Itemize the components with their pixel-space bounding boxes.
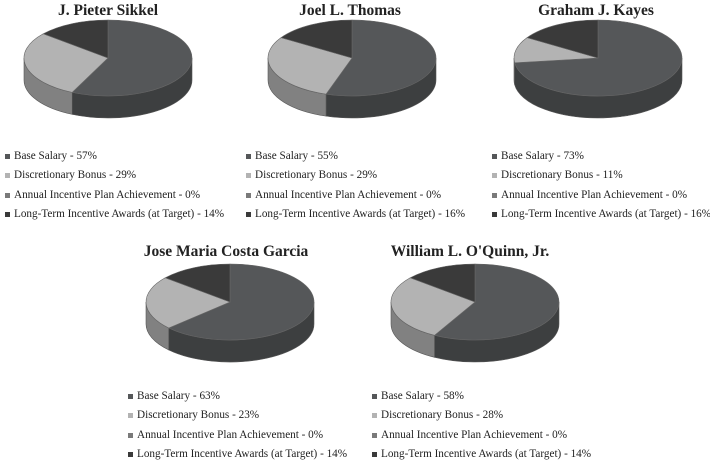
legend-label: Annual Incentive Plan Achievement - 0% <box>14 188 201 201</box>
slice-long-term <box>164 263 231 303</box>
legend-label: Discretionary Bonus - 29% <box>255 169 378 182</box>
slice-long-term <box>526 19 599 59</box>
legend-item-base-salary: Base Salary - 63% <box>128 387 347 406</box>
chart-title: Graham J. Kayes <box>538 2 654 19</box>
legend-label: Discretionary Bonus - 23% <box>137 409 260 422</box>
legend-swatch <box>128 432 133 438</box>
legend-swatch <box>128 413 133 419</box>
legend-label: Discretionary Bonus - 28% <box>381 409 504 422</box>
chart-title: Joel L. Thomas <box>299 2 401 19</box>
legend-item-annual-incentive: Annual Incentive Plan Achievement - 0% <box>128 426 347 445</box>
legend-swatch <box>372 432 377 438</box>
legend-swatch <box>5 154 10 159</box>
legend-swatch <box>5 212 10 218</box>
legend-swatch <box>492 212 497 218</box>
legend-item-base-salary: Base Salary - 57% <box>5 147 224 166</box>
chart-title: William L. O'Quinn, Jr. <box>390 243 550 260</box>
legend-item-long-term: Long-Term Incentive Awards (at Target) -… <box>5 205 224 224</box>
legend-item-discretionary-bonus: Discretionary Bonus - 28% <box>372 406 591 425</box>
legend-swatch <box>372 413 377 419</box>
chart-title: Jose Maria Costa Garcia <box>143 243 309 260</box>
legend-label: Base Salary - 58% <box>381 390 464 402</box>
legend-item-annual-incentive: Annual Incentive Plan Achievement - 0% <box>246 186 465 205</box>
pie-chart <box>390 263 560 363</box>
legend-item-long-term: Long-Term Incentive Awards (at Target) -… <box>246 205 465 224</box>
legend-swatch <box>492 154 497 159</box>
slice-discretionary-bonus <box>145 277 231 329</box>
slice-base-salary <box>433 263 560 341</box>
legend-label: Long-Term Incentive Awards (at Target) -… <box>14 208 225 221</box>
slice-discretionary-bonus <box>390 277 476 336</box>
slice-base-salary <box>168 263 315 341</box>
legend-item-discretionary-bonus: Discretionary Bonus - 23% <box>128 406 347 425</box>
legend-swatch <box>246 154 251 159</box>
legend-item-long-term: Long-Term Incentive Awards (at Target) -… <box>128 445 347 464</box>
legend-label: Annual Incentive Plan Achievement - 0% <box>501 188 688 201</box>
legend-item-long-term: Long-Term Incentive Awards (at Target) -… <box>492 205 710 224</box>
legend-swatch <box>246 192 251 198</box>
pie-chart <box>145 263 315 363</box>
legend-swatch <box>492 192 497 198</box>
chart-title: J. Pieter Sikkel <box>57 2 159 19</box>
legend-swatch <box>5 192 10 198</box>
legend-swatch <box>5 173 10 179</box>
legend-item-annual-incentive: Annual Incentive Plan Achievement - 0% <box>5 186 224 205</box>
legend-label: Base Salary - 55% <box>255 150 338 162</box>
legend-item-annual-incentive: Annual Incentive Plan Achievement - 0% <box>372 426 591 445</box>
chart-legend: Base Salary - 55% Discretionary Bonus - … <box>246 147 465 225</box>
legend-label: Long-Term Incentive Awards (at Target) -… <box>501 208 710 221</box>
legend-label: Long-Term Incentive Awards (at Target) -… <box>255 208 466 221</box>
chart-legend: Base Salary - 63% Discretionary Bonus - … <box>128 387 347 465</box>
legend-item-discretionary-bonus: Discretionary Bonus - 29% <box>5 166 224 185</box>
legend-item-base-salary: Base Salary - 58% <box>372 387 591 406</box>
chart-legend: Base Salary - 57% Discretionary Bonus - … <box>5 147 224 225</box>
pie-chart <box>23 19 193 119</box>
legend-label: Long-Term Incentive Awards (at Target) -… <box>381 448 592 461</box>
legend-label: Long-Term Incentive Awards (at Target) -… <box>137 448 348 461</box>
legend-label: Discretionary Bonus - 29% <box>14 169 137 182</box>
legend-swatch <box>492 173 497 179</box>
legend-item-discretionary-bonus: Discretionary Bonus - 29% <box>246 166 465 185</box>
chart-legend: Base Salary - 73% Discretionary Bonus - … <box>492 147 710 225</box>
legend-label: Base Salary - 57% <box>14 150 97 162</box>
slice-base-salary <box>325 19 437 97</box>
chart-legend: Base Salary - 58% Discretionary Bonus - … <box>372 387 591 465</box>
pie-chart <box>267 19 437 119</box>
slice-long-term <box>42 19 109 59</box>
legend-label: Base Salary - 63% <box>137 390 220 402</box>
legend-label: Annual Incentive Plan Achievement - 0% <box>255 188 442 201</box>
pie-chart <box>513 19 683 119</box>
legend-swatch <box>246 173 251 179</box>
legend-swatch <box>372 394 377 399</box>
slice-long-term <box>280 19 353 59</box>
legend-item-annual-incentive: Annual Incentive Plan Achievement - 0% <box>492 186 710 205</box>
legend-swatch <box>246 212 251 218</box>
slice-discretionary-bonus <box>23 33 109 93</box>
legend-item-long-term: Long-Term Incentive Awards (at Target) -… <box>372 445 591 464</box>
legend-swatch <box>128 452 133 458</box>
legend-label: Discretionary Bonus - 11% <box>501 169 623 182</box>
slice-discretionary-bonus <box>267 37 353 95</box>
legend-label: Annual Incentive Plan Achievement - 0% <box>137 428 324 441</box>
legend-item-base-salary: Base Salary - 55% <box>246 147 465 166</box>
legend-swatch <box>372 452 377 458</box>
legend-label: Base Salary - 73% <box>501 150 584 162</box>
legend-label: Annual Incentive Plan Achievement - 0% <box>381 428 568 441</box>
legend-item-discretionary-bonus: Discretionary Bonus - 11% <box>492 166 710 185</box>
slice-long-term <box>409 263 476 303</box>
slice-base-salary <box>71 19 193 97</box>
legend-item-base-salary: Base Salary - 73% <box>492 147 710 166</box>
legend-swatch <box>128 394 133 399</box>
